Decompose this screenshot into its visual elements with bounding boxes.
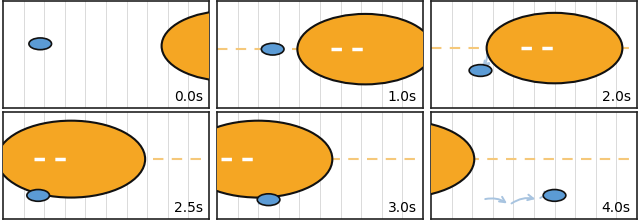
- Circle shape: [27, 190, 49, 201]
- Circle shape: [184, 121, 332, 198]
- Circle shape: [29, 38, 52, 50]
- Text: 2.0s: 2.0s: [602, 90, 630, 104]
- Circle shape: [298, 14, 433, 84]
- Text: 1.0s: 1.0s: [388, 90, 417, 104]
- Circle shape: [261, 43, 284, 55]
- Text: 0.0s: 0.0s: [173, 90, 203, 104]
- Circle shape: [162, 11, 298, 81]
- Circle shape: [326, 121, 474, 198]
- Circle shape: [469, 65, 492, 76]
- Circle shape: [257, 194, 280, 205]
- Circle shape: [0, 121, 145, 198]
- Circle shape: [543, 190, 566, 201]
- Text: 4.0s: 4.0s: [602, 201, 630, 215]
- Text: 3.0s: 3.0s: [388, 201, 417, 215]
- Circle shape: [486, 13, 622, 83]
- Text: 2.5s: 2.5s: [173, 201, 203, 215]
